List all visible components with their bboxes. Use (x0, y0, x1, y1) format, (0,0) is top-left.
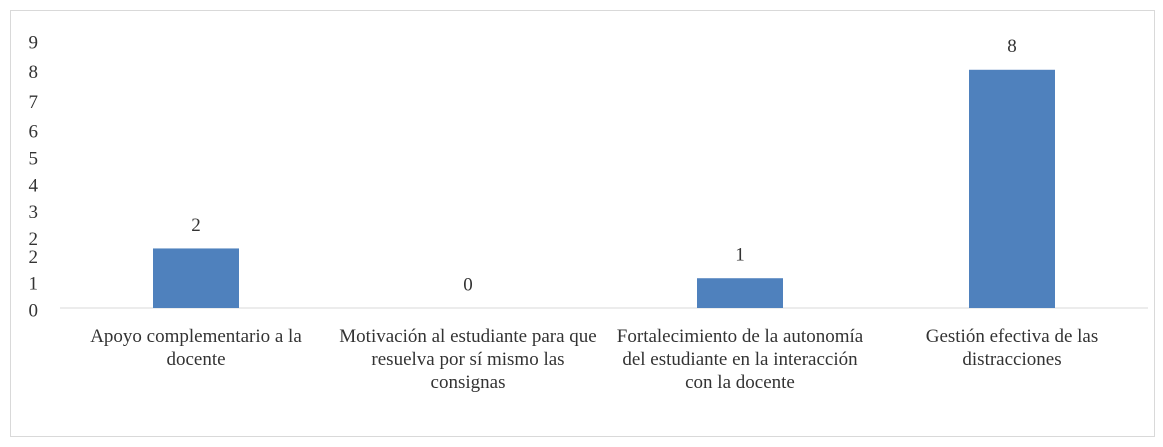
bar (153, 248, 239, 308)
bar (697, 278, 783, 308)
y-tick-label: 8 (29, 62, 39, 83)
y-tick-label: 7 (29, 92, 39, 113)
x-tick-label: Fortalecimiento de la autonomía del estu… (616, 326, 864, 393)
y-tick-label: 6 (29, 122, 39, 143)
data-label: 1 (735, 245, 745, 266)
x-tick-label: Motivación al estudiante para que resuel… (339, 326, 597, 393)
bar (969, 69, 1055, 309)
y-tick-label: 1 (29, 274, 39, 295)
y-tick-label: 5 (29, 148, 39, 169)
y-tick-label: 2 (29, 247, 39, 268)
y-tick-label: 3 (29, 202, 39, 223)
y-tick-label: 0 (29, 300, 39, 321)
chart-frame (10, 10, 1155, 437)
data-label: 0 (463, 274, 473, 295)
x-tick-label: Gestión efectiva de las distracciones (925, 326, 1099, 370)
data-label: 8 (1007, 36, 1017, 57)
x-tick-label: Apoyo complementario a la docente (90, 326, 302, 370)
y-tick-label: 4 (29, 175, 39, 196)
y-tick-label: 2 (29, 229, 39, 250)
data-label: 2 (191, 215, 201, 236)
y-tick-label: 9 (29, 32, 39, 53)
